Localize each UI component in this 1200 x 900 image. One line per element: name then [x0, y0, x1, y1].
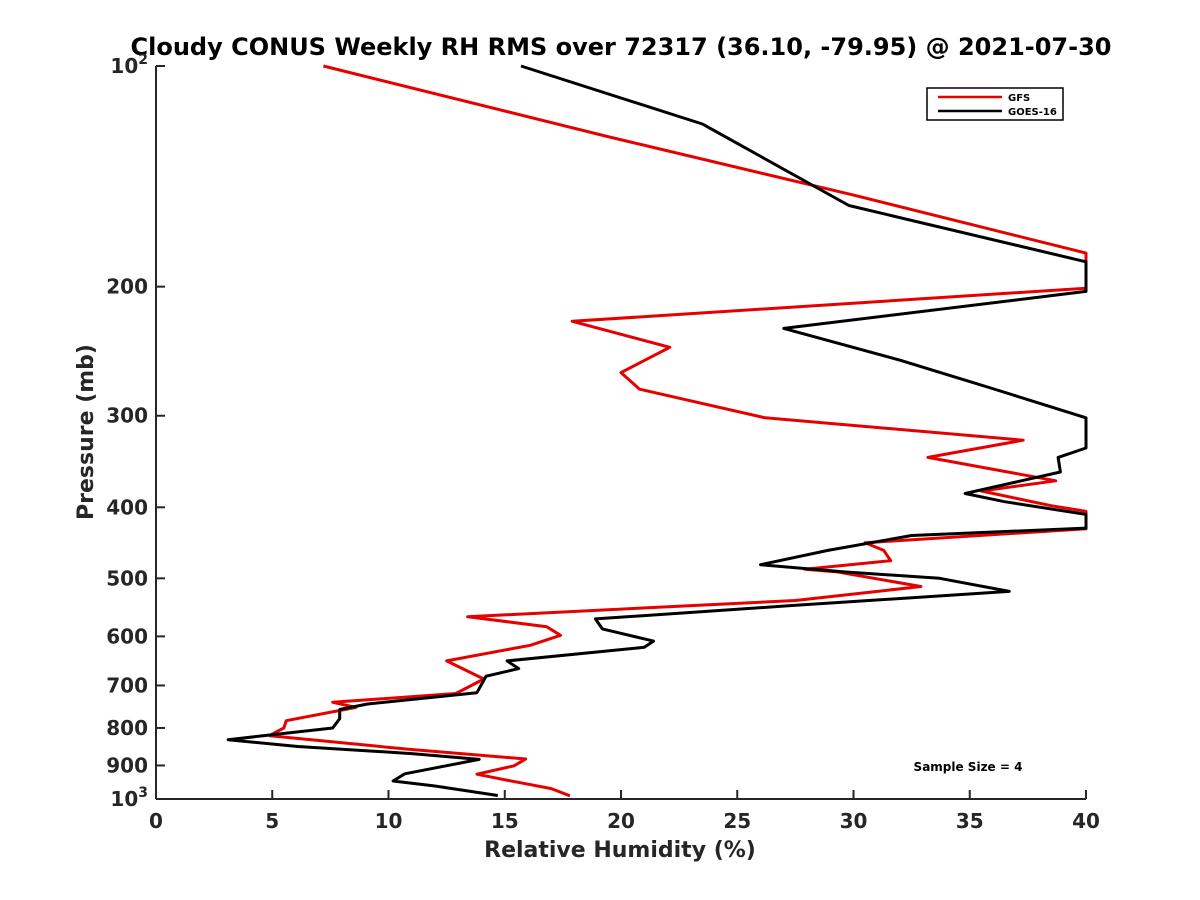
legend-box	[926, 87, 1064, 121]
x-axis-label: Relative Humidity (%)	[484, 838, 756, 863]
y-tick-label: 700	[106, 673, 148, 697]
y-tick-label: 102	[110, 52, 148, 78]
x-tick-label: 25	[723, 809, 751, 833]
y-axis-label: Pressure (mb)	[74, 344, 99, 520]
series-line-goes16	[226, 64, 1088, 797]
legend-label-gfs: GFS	[1008, 93, 1030, 104]
y-tick-label: 900	[106, 753, 148, 777]
x-tick-label: 20	[607, 809, 635, 833]
y-tick-label: 200	[106, 275, 148, 299]
x-tick-label: 5	[265, 809, 279, 833]
y-tick-label: 300	[106, 404, 148, 428]
y-tick-label: 103	[110, 785, 148, 811]
y-tick-label: 500	[106, 566, 148, 590]
y-tick-label: 400	[106, 495, 148, 519]
x-tick-label: 10	[375, 809, 403, 833]
x-tick-label: 40	[1072, 809, 1100, 833]
series-layer	[226, 64, 1088, 798]
x-tick-label: 35	[956, 809, 984, 833]
y-tick-label: 600	[106, 624, 148, 648]
y-tick-label: 800	[106, 716, 148, 740]
sample-size-annotation: Sample Size = 4	[914, 760, 1023, 774]
x-tick-label: 0	[149, 809, 163, 833]
axes-layer: 0 5 10 15 20 25 30 35 40 102 200 300 400 500 600 700 800…	[106, 52, 1100, 833]
x-tick-label: 30	[840, 809, 868, 833]
legend: GFS GOES-16	[926, 87, 1064, 121]
legend-label-goes16: GOES-16	[1008, 107, 1057, 118]
chart-title: Cloudy CONUS Weekly RH RMS over 72317 (3…	[131, 33, 1112, 61]
series-line-gfs	[268, 64, 1088, 798]
x-tick-label: 15	[491, 809, 519, 833]
